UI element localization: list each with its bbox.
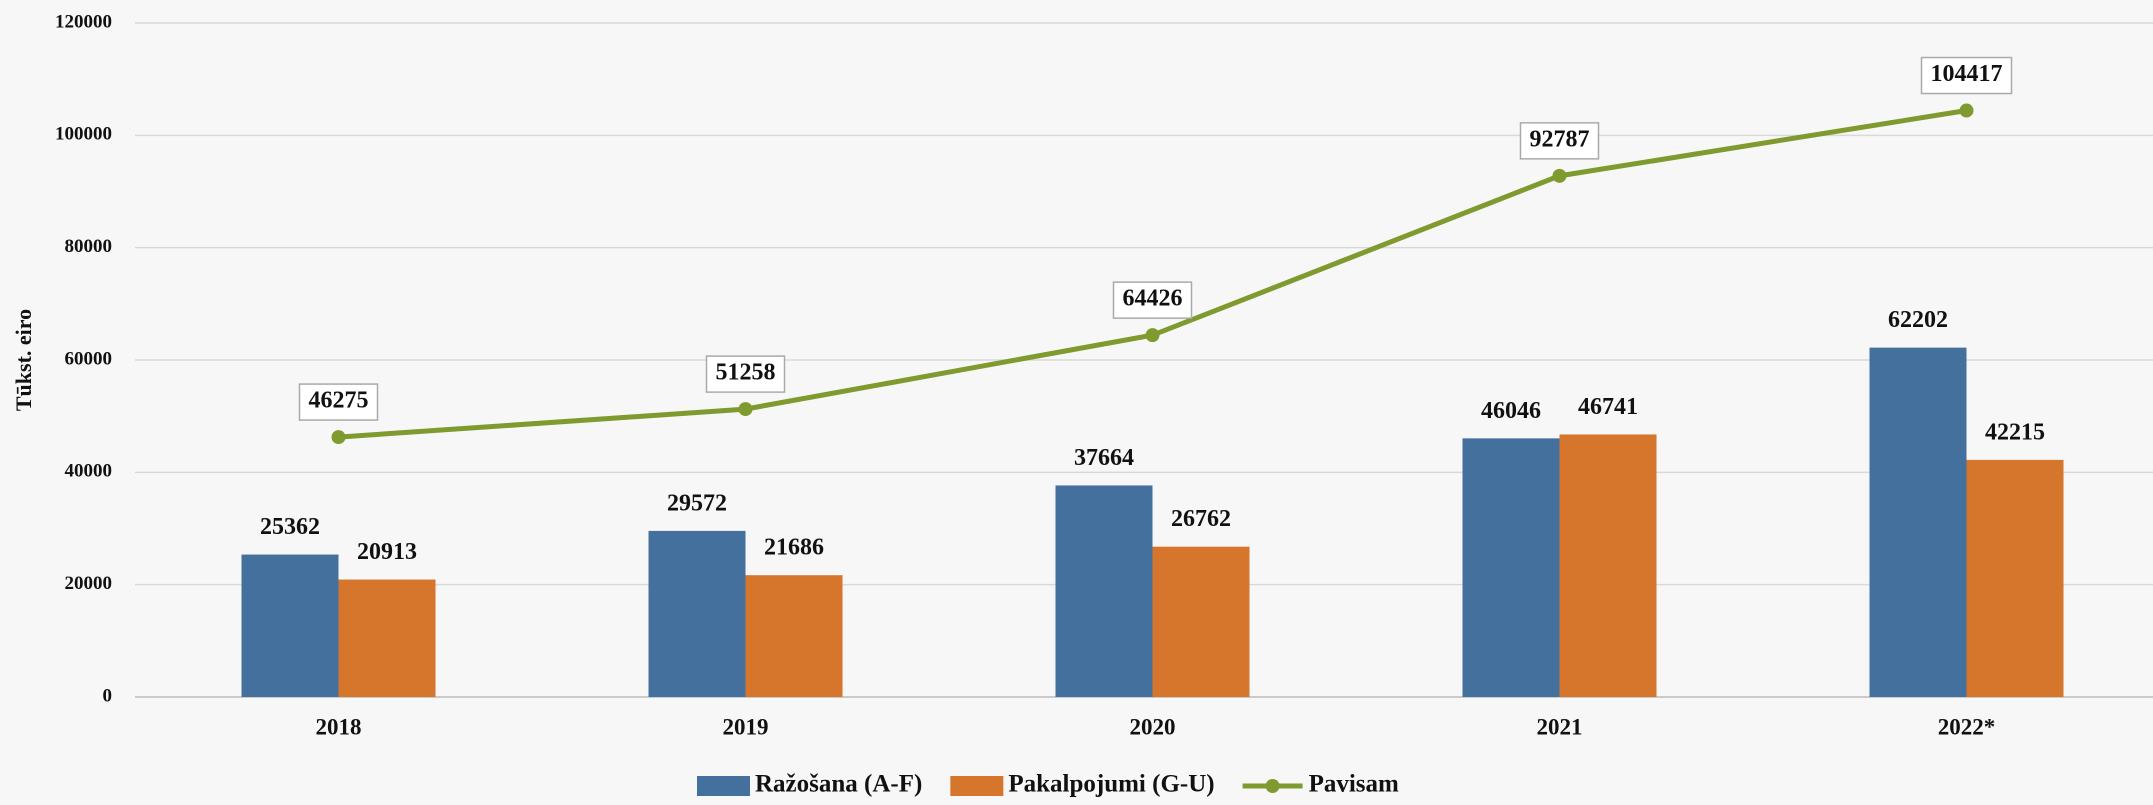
- y-tick-label: 40000: [65, 461, 113, 482]
- data-label: 46275: [309, 388, 369, 414]
- legend-label: Ražošana (A-F): [755, 771, 922, 798]
- bar: [1152, 546, 1250, 697]
- data-label: 42215: [1985, 419, 2045, 445]
- x-tick-label: 2021: [1537, 714, 1583, 739]
- data-label: 104417: [1931, 61, 2003, 87]
- label-box: [705, 355, 786, 393]
- legend-label: Pavisam: [1309, 771, 1399, 798]
- data-label: 25362: [260, 514, 320, 540]
- line: [338, 108, 1967, 440]
- legend-swatch: [697, 776, 750, 796]
- legend-label: Pakalpojumi (G-U): [1008, 771, 1214, 798]
- bar: [1055, 485, 1153, 697]
- line-marker: [1959, 103, 1974, 118]
- data-label: 26762: [1171, 506, 1231, 532]
- bar: [1559, 434, 1657, 697]
- data-label: 20913: [357, 539, 417, 565]
- bar: [1966, 459, 2064, 697]
- line-marker: [738, 402, 753, 417]
- y-tick-label: 120000: [55, 11, 112, 32]
- bar: [338, 579, 436, 697]
- x-tick-label: 2020: [1130, 714, 1176, 739]
- data-label: 92787: [1530, 126, 1590, 152]
- y-axis-label: Tūkst. eiro: [11, 309, 36, 411]
- data-label: 64426: [1123, 286, 1183, 312]
- label-box: [1112, 281, 1193, 319]
- y-tick-label: 100000: [55, 124, 112, 145]
- bar: [1869, 347, 1967, 697]
- line-marker: [1145, 328, 1160, 343]
- data-label: 51258: [716, 360, 776, 386]
- label-box: [1920, 56, 2013, 95]
- legend-swatch: [1265, 779, 1280, 793]
- data-label: 46741: [1578, 394, 1638, 420]
- y-tick-label: 0: [103, 685, 113, 706]
- line-marker: [1552, 168, 1567, 183]
- y-tick-label: 80000: [65, 236, 113, 257]
- x-tick-label: 2022*: [1938, 714, 1996, 739]
- label-box: [1519, 122, 1600, 160]
- label-box: [298, 383, 379, 421]
- line-marker: [331, 430, 346, 445]
- data-label: 29572: [667, 490, 727, 516]
- y-tick-label: 20000: [65, 573, 113, 594]
- bar: [241, 554, 339, 697]
- y-tick-label: 60000: [65, 348, 113, 369]
- data-label: 62202: [1888, 307, 1948, 333]
- bar: [1462, 438, 1560, 697]
- legend-swatch: [950, 776, 1004, 796]
- x-tick-label: 2019: [723, 714, 769, 739]
- bar: [648, 530, 746, 697]
- x-tick-label: 2018: [316, 714, 362, 739]
- data-label: 37664: [1074, 445, 1134, 471]
- bar: [745, 575, 843, 697]
- data-label: 46046: [1481, 398, 1541, 424]
- data-label: 21686: [764, 535, 824, 561]
